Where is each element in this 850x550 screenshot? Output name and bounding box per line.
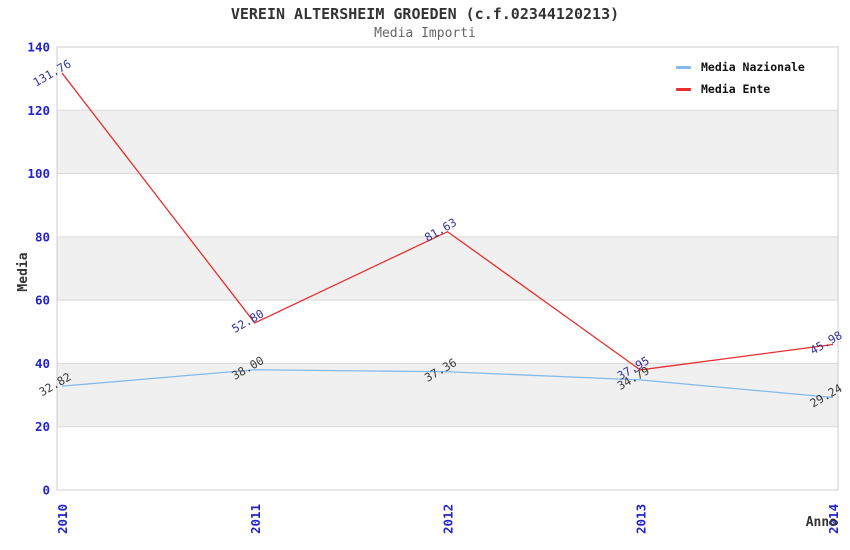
plot-band	[57, 426, 838, 490]
x-axis-title: Anno	[806, 515, 837, 530]
y-axis-title: Media	[16, 252, 31, 291]
plot-band	[57, 300, 838, 364]
y-tick-label: 0	[42, 483, 50, 498]
plot-band	[57, 236, 838, 301]
x-tick-label: 2014	[826, 504, 841, 534]
x-tick-label: 2010	[55, 504, 70, 534]
y-tick-label: 80	[35, 229, 50, 244]
series-line-media-ente	[61, 72, 834, 371]
legend-label-media-nazionale: Media Nazionale	[701, 60, 805, 74]
series-line-media-nazionale	[61, 369, 834, 399]
media-nazionale-line-swatch-icon	[676, 65, 691, 69]
y-tick-label: 140	[27, 40, 50, 55]
y-tick-label: 40	[35, 356, 50, 371]
chart-title: VEREIN ALTERSHEIM GROEDEN (c.f.023441202…	[230, 5, 620, 23]
legend: Media Nazionale Media Ente	[676, 60, 805, 96]
plot-band	[57, 173, 838, 237]
x-tick-label: 2013	[633, 504, 648, 534]
media-ente-line-swatch-icon	[676, 87, 691, 91]
y-tick-label: 100	[27, 166, 50, 181]
plot-border	[56, 46, 839, 491]
y-tick-label: 60	[35, 293, 50, 308]
plot-band	[57, 363, 838, 427]
y-tick-label: 20	[35, 419, 50, 434]
legend-item-media-nazionale: Media Nazionale	[676, 60, 805, 74]
chart-subtitle: Media Importi	[374, 26, 476, 41]
x-tick-label: 2012	[441, 504, 456, 534]
legend-label-media-ente: Media Ente	[701, 82, 771, 96]
x-tick-label: 2011	[248, 504, 263, 534]
plot-band	[57, 110, 838, 174]
plot-band	[57, 47, 838, 111]
legend-item-media-ente: Media Ente	[676, 82, 805, 96]
y-tick-label: 120	[27, 103, 50, 118]
